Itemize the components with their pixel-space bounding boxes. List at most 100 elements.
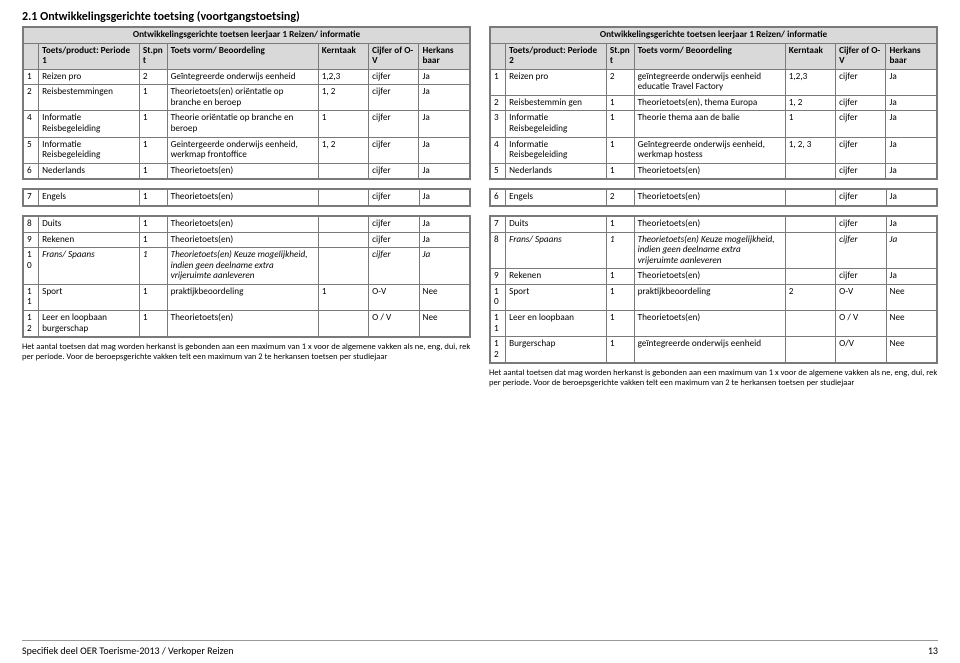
cell-prod: Sport: [506, 284, 607, 310]
cell-stp: 1: [606, 269, 634, 285]
cell-cijf: cijfer: [836, 216, 886, 232]
right-footnote: Het aantal toetsen dat mag worden herkan…: [489, 368, 938, 388]
cell-herk: Ja: [419, 69, 470, 85]
cell-kern: 1, 2: [785, 95, 835, 111]
cell-n: 9: [24, 232, 39, 248]
cell-herk: Nee: [419, 284, 469, 310]
cell-cijf: cijfer: [836, 269, 886, 285]
cell-vorm: Theorietoets(en), thema Europa: [634, 95, 785, 111]
h-vorm: Toets vorm/ Beoordeling: [634, 43, 785, 69]
cell-kern: 1: [318, 111, 368, 137]
cell-stp: 1: [606, 337, 634, 363]
cell-stp: 1: [139, 216, 167, 232]
footer-left: Specifiek deel OER Toerisme-2013 / Verko…: [22, 644, 234, 657]
cell-vorm: geïntegreerde onderwijs eenheid: [634, 337, 785, 363]
cell-prod: Rekenen: [39, 232, 140, 248]
right-rows-1: 1 Reizen pro2geïntegreerde onderwijs eenh…: [491, 69, 937, 179]
cell-herk: Ja: [419, 111, 470, 137]
table-row: 2Reisbestemmingen1Theorietoets(en) oriën…: [24, 85, 470, 111]
cell-stp: 1: [139, 232, 167, 248]
cell-prod: Informatie Reisbegeleiding: [39, 111, 140, 137]
table-row: 9Rekenen1Theorietoets(en)cijferJa: [491, 269, 937, 285]
cell-prod: Nederlands: [39, 163, 140, 179]
table-row: 4Informatie Reisbegeleiding1Geïntegreerd…: [491, 137, 937, 163]
cell-n: 4: [491, 137, 506, 163]
cell-cijf: O / V: [836, 310, 886, 336]
cell-n: 12: [24, 310, 39, 336]
right-table-block-3: 7Duits1Theorietoets(en)cijferJa8Frans/ S…: [489, 215, 938, 364]
table-row: 6Engels2Theorietoets(en)cijferJa: [491, 190, 937, 206]
cell-n: 10: [491, 284, 506, 310]
cell-cijf: cijfer: [836, 163, 886, 179]
table-row: 10Sport1praktijkbeoordeling2O-VNee: [491, 284, 937, 310]
cell-vorm: Geintergeerde onderwijs eenheid, werkmap…: [167, 137, 318, 163]
cell-cijf: cijfer: [369, 85, 419, 111]
cell-cijf: O / V: [369, 310, 419, 336]
cell-cijf: cijfer: [836, 111, 886, 137]
cell-herk: Ja: [419, 190, 469, 206]
cell-herk: Ja: [419, 232, 469, 248]
cell-herk: Ja: [886, 232, 936, 269]
cell-vorm: Theorie oriëntatie op branche en beroep: [167, 111, 318, 137]
right-table-3: 7Duits1Theorietoets(en)cijferJa8Frans/ S…: [490, 216, 937, 363]
cell-cijf: cijfer: [369, 216, 419, 232]
cell-stp: 1: [606, 111, 634, 137]
cell-prod: Reizen pro: [506, 69, 607, 95]
cell-stp: 2: [606, 69, 634, 95]
cell-cijf: cijfer: [836, 137, 886, 163]
cell-cijf: O-V: [836, 284, 886, 310]
page-footer: Specifiek deel OER Toerisme-2013 / Verko…: [22, 644, 938, 657]
cell-herk: Ja: [886, 216, 936, 232]
right-table-block-1: Ontwikkelingsgerichte toetsen leerjaar 1…: [489, 26, 938, 180]
table-row: 2Reisbestemmin gen1Theorietoets(en), the…: [491, 95, 937, 111]
cell-herk: Nee: [419, 310, 469, 336]
table-row: 10Frans/ Spaans1Theorietoets(en) Keuze m…: [24, 248, 470, 285]
cell-kern: 1: [785, 111, 835, 137]
cell-cijf: cijfer: [836, 232, 886, 269]
cell-vorm: Theorietoets(en) Keuze mogelijkheid, ind…: [167, 248, 318, 285]
cell-n: 8: [491, 232, 506, 269]
h-cijf: Cijfer of O-V: [836, 43, 886, 69]
left-table-3: 8Duits1Theorietoets(en)cijferJa9Rekenen1…: [23, 216, 470, 337]
section-title: 2.1 Ontwikkelingsgerichte toetsing (voor…: [22, 10, 938, 24]
cell-vorm: Theorietoets(en): [167, 310, 318, 336]
cell-kern: 1, 2, 3: [785, 137, 835, 163]
cell-vorm: Geïntegreerde onderwijs eenheid: [167, 69, 318, 85]
cell-cijf: cijfer: [369, 248, 419, 285]
cell-vorm: geïntegreerde onderwijs eenheid educatie…: [634, 69, 785, 95]
table-row: 8Frans/ Spaans1Theorietoets(en) Keuze mo…: [491, 232, 937, 269]
cell-vorm: Geïntegreerde onderwijs eenheid, werkmap…: [634, 137, 785, 163]
cell-kern: [785, 190, 835, 206]
left-column: Ontwikkelingsgerichte toetsen leerjaar 1…: [22, 26, 471, 389]
left-rows-2: 7Engels1Theorietoets(en)cijferJa: [24, 190, 470, 206]
cell-herk: Nee: [886, 337, 936, 363]
cell-herk: Ja: [886, 95, 937, 111]
cell-vorm: Theorietoets(en) Keuze mogelijkheid, ind…: [634, 232, 785, 269]
cell-kern: [318, 216, 368, 232]
cell-kern: 1, 2: [318, 137, 368, 163]
cell-herk: Ja: [419, 163, 470, 179]
right-column: Ontwikkelingsgerichte toetsen leerjaar 1…: [489, 26, 938, 389]
left-table-block-3: 8Duits1Theorietoets(en)cijferJa9Rekenen1…: [22, 215, 471, 338]
cell-herk: Ja: [886, 137, 937, 163]
table-row: 3Informatie Reisbegeleiding1Theorie them…: [491, 111, 937, 137]
cell-stp: 1: [606, 137, 634, 163]
cell-n: 1: [24, 69, 39, 85]
cell-prod: Informatie Reisbegeleiding: [506, 137, 607, 163]
cell-n: 5: [24, 137, 39, 163]
cell-kern: [785, 232, 835, 269]
cell-n: 11: [491, 310, 506, 336]
cell-prod: Leer en loopbaan: [506, 310, 607, 336]
cell-vorm: Theorietoets(en): [634, 269, 785, 285]
cell-herk: Ja: [419, 85, 470, 111]
cell-stp: 2: [139, 69, 167, 85]
cell-n: 8: [24, 216, 39, 232]
cell-prod: Leer en loopbaan burgerschap: [39, 310, 140, 336]
cell-n: 5: [491, 163, 506, 179]
table-row: 9Rekenen1Theorietoets(en)cijferJa: [24, 232, 470, 248]
cell-stp: 1: [606, 216, 634, 232]
right-caption: Ontwikkelingsgerichte toetsen leerjaar 1…: [491, 28, 937, 44]
cell-kern: [785, 310, 835, 336]
h-prod: Toets/product: Periode 2: [506, 43, 607, 69]
cell-kern: 1,2,3: [318, 69, 368, 85]
